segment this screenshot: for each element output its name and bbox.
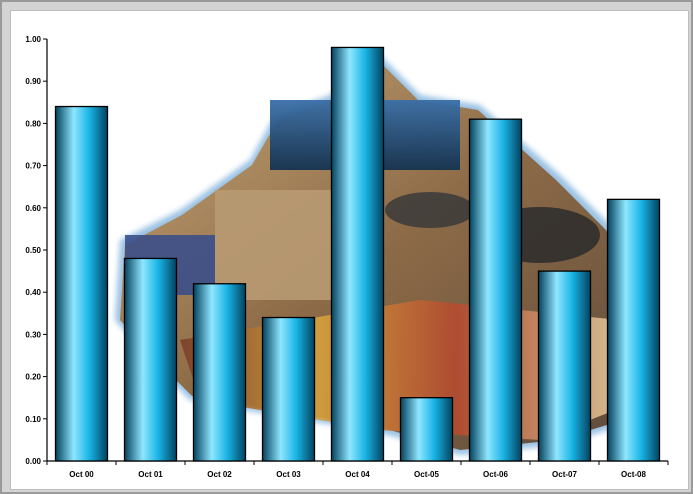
bar-oct-08 [606, 198, 661, 462]
y-tick-label: 0.70 [25, 162, 41, 171]
y-tick-label: 0.20 [25, 373, 41, 382]
y-tick-label: 0.80 [25, 119, 41, 128]
x-tick-label: Oct 03 [276, 470, 301, 479]
bar-oct-00 [54, 105, 109, 462]
y-tick-label: 0.90 [25, 77, 41, 86]
x-tick-label: Oct-08 [621, 470, 646, 479]
x-tick-label: Oct 01 [138, 470, 163, 479]
y-tick-label: 0.00 [25, 457, 41, 466]
y-tick-label: 1.00 [25, 35, 41, 44]
y-tick-label: 0.30 [25, 330, 41, 339]
x-tick-label: Oct-07 [552, 470, 577, 479]
x-tick-label: Oct-05 [414, 470, 439, 479]
bar-oct-03 [261, 316, 316, 462]
y-tick-label: 0.50 [25, 246, 41, 255]
bar-oct-07 [537, 270, 592, 462]
x-tick-label: Oct 00 [69, 470, 94, 479]
bar-oct-06 [468, 118, 523, 462]
bar-oct-01 [123, 257, 178, 462]
bar-oct-05 [399, 397, 454, 462]
y-axis-ticks: 0.00 0.10 0.20 0.30 0.40 0.50 0.60 0.70 0.80 0.90… [25, 35, 47, 466]
x-tick-label: Oct-06 [483, 470, 508, 479]
y-tick-label: 0.40 [25, 288, 41, 297]
bar-oct-02 [192, 283, 247, 462]
bar-oct-04 [330, 46, 385, 462]
x-tick-label: Oct 02 [207, 470, 232, 479]
x-axis-ticks: Oct 00 Oct 01 Oct 02 Oct 03 Oct 04 Oct-05 Oct-… [46, 461, 669, 479]
x-tick-label: Oct 04 [345, 470, 370, 479]
y-tick-label: 0.60 [25, 204, 41, 213]
y-tick-label: 0.10 [25, 415, 41, 424]
bar-series [54, 46, 661, 462]
